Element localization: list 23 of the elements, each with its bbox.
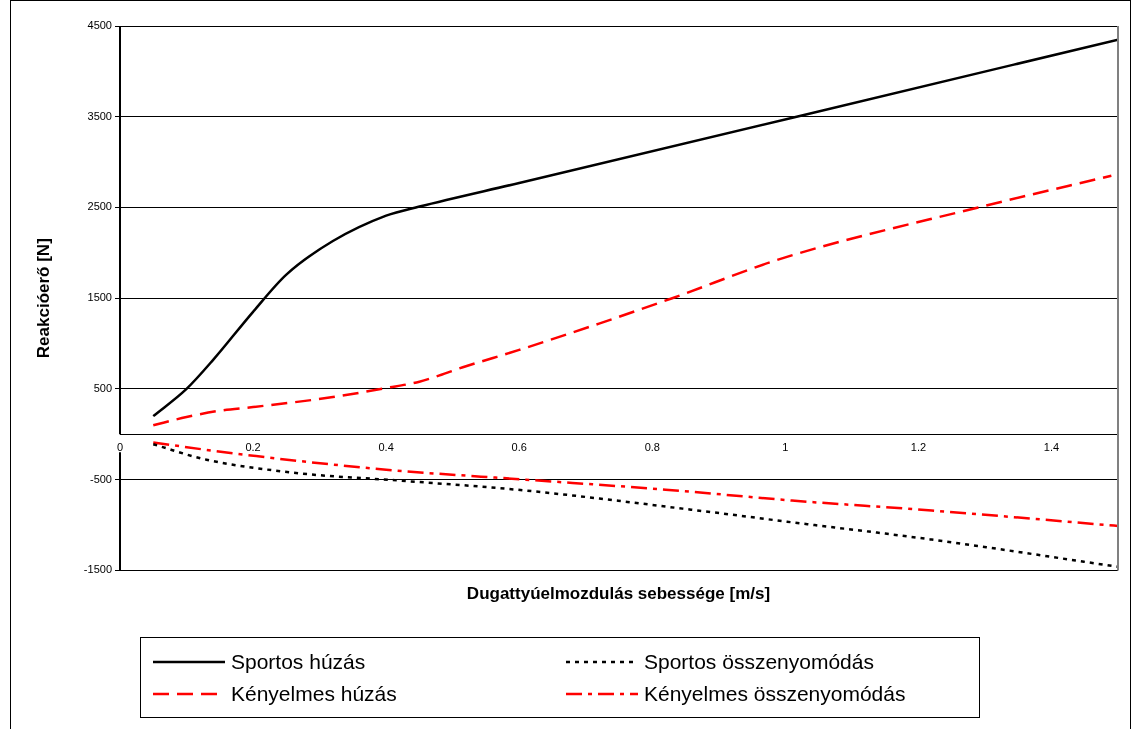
y-tick-label: 4500 bbox=[87, 19, 112, 32]
line-series bbox=[152, 441, 1118, 528]
x-tick-label: 0 bbox=[116, 440, 124, 453]
x-axis-title: Dugattyúelmozdulás sebessége [m/s] bbox=[465, 584, 772, 604]
legend-label: Sportos összenyomódás bbox=[644, 649, 874, 674]
line-series bbox=[152, 174, 1113, 427]
legend-label: Kényelmes húzás bbox=[231, 681, 397, 706]
y-tick-label: -1500 bbox=[83, 563, 112, 576]
x-tick-label: 1.4 bbox=[1043, 440, 1060, 453]
legend-label: Sportos húzás bbox=[231, 649, 366, 674]
x-tick-label: 0.2 bbox=[245, 440, 261, 453]
y-axis-title: Reakcióerő [N] bbox=[33, 238, 53, 359]
x-tick-label: 0.8 bbox=[644, 440, 660, 453]
y-tick-label: 3500 bbox=[87, 109, 112, 122]
y-tick-label: -500 bbox=[89, 472, 112, 485]
y-tick-label: 1500 bbox=[87, 291, 112, 304]
y-tick-label: 500 bbox=[93, 381, 112, 394]
x-tick-label: 1.2 bbox=[910, 440, 927, 453]
x-tick-label: 1 bbox=[782, 440, 789, 453]
x-tick-label: 0.6 bbox=[511, 440, 527, 453]
legend-label: Kényelmes összenyomódás bbox=[644, 681, 906, 706]
y-tick-label: 2500 bbox=[87, 200, 112, 213]
x-tick-label: 0.4 bbox=[378, 440, 394, 453]
